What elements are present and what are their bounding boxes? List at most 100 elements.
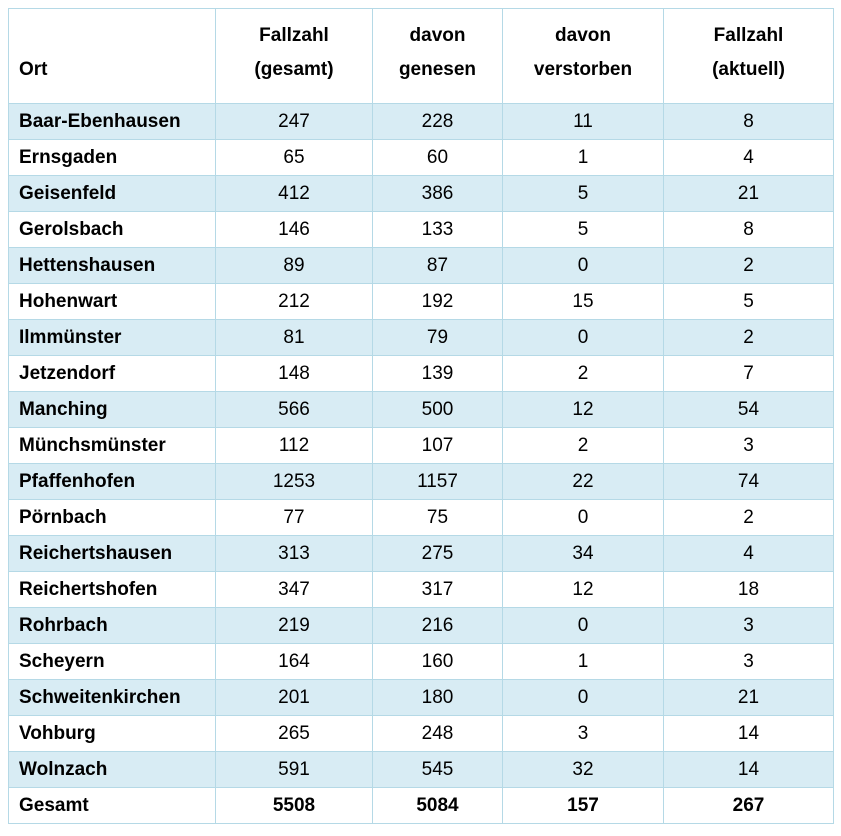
cell-ort: Ilmmünster — [8, 319, 216, 356]
cell-verstorben: 0 — [502, 679, 664, 716]
cell-genesen: 216 — [372, 607, 503, 644]
cell-genesen: 228 — [372, 103, 503, 140]
table-row: Münchsmünster 112 107 2 3 — [8, 427, 834, 464]
cell-gesamt: 1253 — [215, 463, 373, 500]
cell-aktuell: 2 — [663, 499, 834, 536]
cell-aktuell: 2 — [663, 247, 834, 284]
table-row: Pörnbach 77 75 0 2 — [8, 499, 834, 536]
cell-gesamt: 247 — [215, 103, 373, 140]
cell-ort: Pfaffenhofen — [8, 463, 216, 500]
cell-genesen: 317 — [372, 571, 503, 608]
cell-genesen: 545 — [372, 751, 503, 788]
cell-ort: Münchsmünster — [8, 427, 216, 464]
cell-genesen: 160 — [372, 643, 503, 680]
covid-cases-table: Ort Fallzahl (gesamt) davon genesen davo… — [8, 8, 834, 824]
cell-aktuell: 74 — [663, 463, 834, 500]
cell-aktuell: 8 — [663, 211, 834, 248]
cell-gesamt: 146 — [215, 211, 373, 248]
cell-ort: Wolnzach — [8, 751, 216, 788]
cell-gesamt: 265 — [215, 715, 373, 752]
column-header-davon-verstorben: davon verstorben — [502, 8, 664, 104]
cell-aktuell: 21 — [663, 175, 834, 212]
cell-gesamt: 347 — [215, 571, 373, 608]
table-row: Reichertshausen 313 275 34 4 — [8, 535, 834, 572]
cell-verstorben: 0 — [502, 499, 664, 536]
cell-gesamt: 201 — [215, 679, 373, 716]
cell-ort: Rohrbach — [8, 607, 216, 644]
cell-aktuell: 5 — [663, 283, 834, 320]
cell-verstorben: 5 — [502, 211, 664, 248]
cell-verstorben: 3 — [502, 715, 664, 752]
table-row: Baar-Ebenhausen 247 228 11 8 — [8, 103, 834, 140]
cell-gesamt: 164 — [215, 643, 373, 680]
cell-verstorben: 1 — [502, 139, 664, 176]
cell-genesen: 180 — [372, 679, 503, 716]
cell-verstorben: 12 — [502, 391, 664, 428]
cell-genesen: 1157 — [372, 463, 503, 500]
total-row: Gesamt 5508 5084 157 267 — [8, 787, 834, 824]
table-row: Hettenshausen 89 87 0 2 — [8, 247, 834, 284]
table-row: Jetzendorf 148 139 2 7 — [8, 355, 834, 392]
cell-ort: Manching — [8, 391, 216, 428]
table-row: Vohburg 265 248 3 14 — [8, 715, 834, 752]
cell-verstorben: 12 — [502, 571, 664, 608]
header-row: Ort Fallzahl (gesamt) davon genesen davo… — [8, 8, 834, 104]
cell-genesen: 386 — [372, 175, 503, 212]
cell-verstorben: 2 — [502, 355, 664, 392]
cell-aktuell: 54 — [663, 391, 834, 428]
cell-gesamt: 112 — [215, 427, 373, 464]
table-row: Scheyern 164 160 1 3 — [8, 643, 834, 680]
cell-aktuell: 7 — [663, 355, 834, 392]
cell-gesamt: 412 — [215, 175, 373, 212]
cell-gesamt: 148 — [215, 355, 373, 392]
cell-ort: Jetzendorf — [8, 355, 216, 392]
cell-ort: Hohenwart — [8, 283, 216, 320]
column-header-ort: Ort — [8, 8, 216, 104]
total-cell-verstorben: 157 — [502, 787, 664, 824]
cell-gesamt: 81 — [215, 319, 373, 356]
cell-gesamt: 89 — [215, 247, 373, 284]
cell-genesen: 275 — [372, 535, 503, 572]
cell-genesen: 248 — [372, 715, 503, 752]
table-row: Rohrbach 219 216 0 3 — [8, 607, 834, 644]
cell-verstorben: 0 — [502, 319, 664, 356]
cell-aktuell: 3 — [663, 643, 834, 680]
cell-genesen: 500 — [372, 391, 503, 428]
cell-aktuell: 4 — [663, 535, 834, 572]
cell-gesamt: 65 — [215, 139, 373, 176]
column-header-davon-genesen: davon genesen — [372, 8, 503, 104]
cell-verstorben: 22 — [502, 463, 664, 500]
cell-gesamt: 77 — [215, 499, 373, 536]
cell-aktuell: 14 — [663, 751, 834, 788]
cell-genesen: 79 — [372, 319, 503, 356]
table-row: Schweitenkirchen 201 180 0 21 — [8, 679, 834, 716]
table-row: Geisenfeld 412 386 5 21 — [8, 175, 834, 212]
cell-genesen: 60 — [372, 139, 503, 176]
table-header: Ort Fallzahl (gesamt) davon genesen davo… — [8, 8, 834, 104]
cell-verstorben: 2 — [502, 427, 664, 464]
cell-gesamt: 212 — [215, 283, 373, 320]
column-header-fallzahl-aktuell: Fallzahl (aktuell) — [663, 8, 834, 104]
cell-aktuell: 2 — [663, 319, 834, 356]
table-row: Hohenwart 212 192 15 5 — [8, 283, 834, 320]
table-body: Baar-Ebenhausen 247 228 11 8 Ernsgaden 65 60 1 4 G… — [8, 103, 834, 824]
cell-ort: Pörnbach — [8, 499, 216, 536]
total-cell-genesen: 5084 — [372, 787, 503, 824]
column-header-fallzahl-gesamt: Fallzahl (gesamt) — [215, 8, 373, 104]
cell-aktuell: 21 — [663, 679, 834, 716]
table-row: Reichertshofen 347 317 12 18 — [8, 571, 834, 608]
cell-aktuell: 18 — [663, 571, 834, 608]
cell-verstorben: 32 — [502, 751, 664, 788]
cell-verstorben: 0 — [502, 247, 664, 284]
cell-aktuell: 8 — [663, 103, 834, 140]
table-row: Wolnzach 591 545 32 14 — [8, 751, 834, 788]
cell-genesen: 192 — [372, 283, 503, 320]
cell-genesen: 87 — [372, 247, 503, 284]
table-row: Pfaffenhofen 1253 1157 22 74 — [8, 463, 834, 500]
cell-ort: Reichertshausen — [8, 535, 216, 572]
cell-gesamt: 566 — [215, 391, 373, 428]
table-row: Ernsgaden 65 60 1 4 — [8, 139, 834, 176]
cell-verstorben: 5 — [502, 175, 664, 212]
cell-ort: Reichertshofen — [8, 571, 216, 608]
